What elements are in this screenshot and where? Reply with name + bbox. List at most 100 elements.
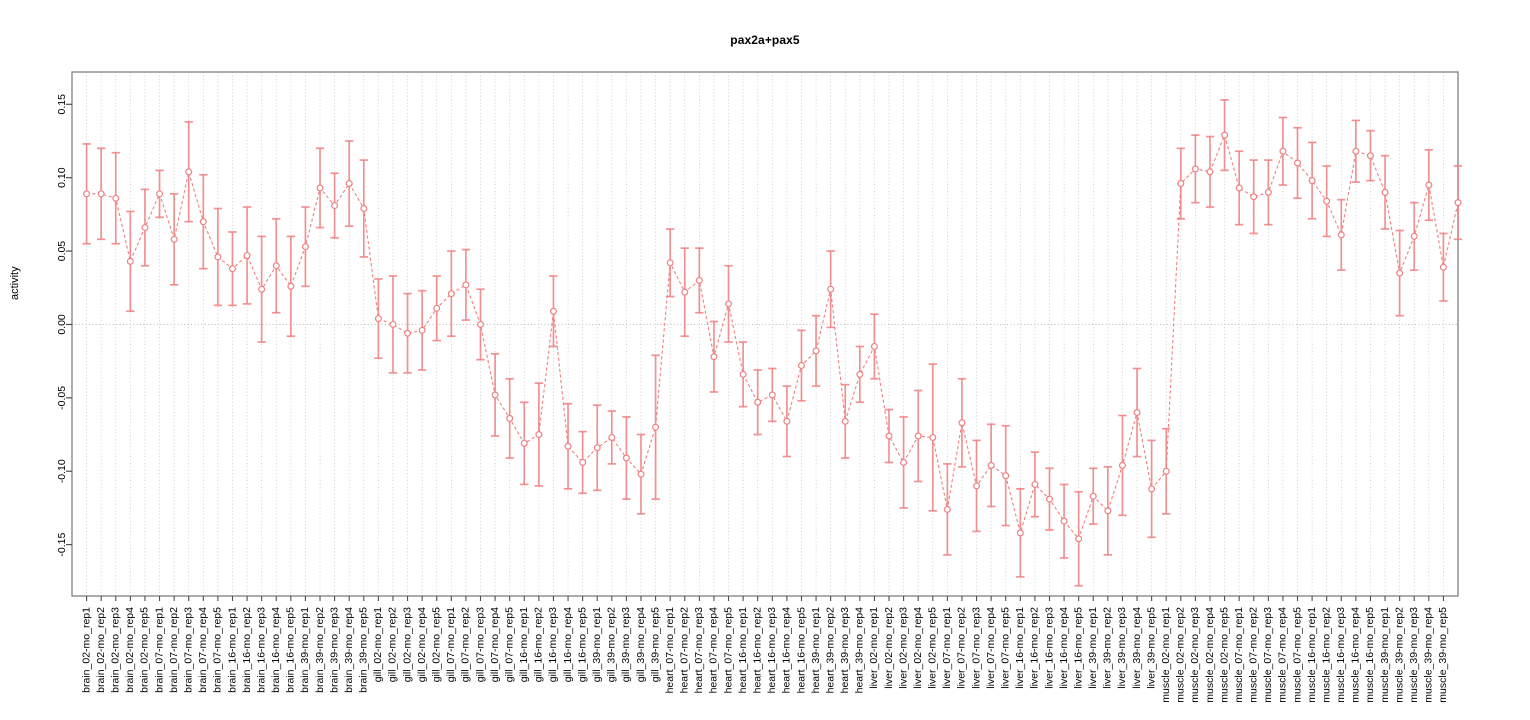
x-tick-label: gill_39-mo_rep4 — [635, 607, 647, 682]
error-bars — [82, 99, 1463, 587]
x-tick-label: liver_16-mo_rep2 — [1029, 607, 1041, 689]
x-tick-label: muscle_02-mo_rep3 — [1189, 607, 1201, 703]
svg-text:-0.05: -0.05 — [56, 386, 68, 410]
x-tick-label: heart_16-mo_rep3 — [766, 607, 778, 694]
x-tick-label: heart_07-mo_rep5 — [722, 607, 734, 694]
x-tick-label: muscle_16-mo_rep5 — [1364, 607, 1376, 703]
x-tick-label: gill_39-mo_rep3 — [620, 607, 632, 682]
x-tick-label: muscle_02-mo_rep4 — [1204, 607, 1216, 703]
x-tick-label: liver_39-mo_rep3 — [1116, 607, 1128, 689]
x-tick-label: brain_39-mo_rep1 — [299, 607, 311, 693]
x-tick-label: liver_02-mo_rep5 — [927, 607, 939, 689]
x-tick-label: gill_02-mo_rep4 — [416, 607, 428, 682]
x-tick-label: heart_16-mo_rep4 — [781, 607, 793, 694]
x-tick-label: gill_07-mo_rep2 — [460, 607, 472, 682]
x-tick-label: heart_39-mo_rep3 — [839, 607, 851, 694]
x-tick-label: muscle_02-mo_rep2 — [1175, 607, 1187, 703]
x-tick-label: gill_07-mo_rep4 — [489, 607, 501, 682]
x-tick-label: muscle_02-mo_rep5 — [1218, 607, 1230, 703]
x-tick-label: muscle_07-mo_rep1 — [1233, 607, 1245, 703]
x-tick-label: brain_02-mo_rep1 — [80, 607, 92, 693]
data-points — [83, 131, 1462, 543]
x-tick-label: gill_39-mo_rep1 — [591, 607, 603, 682]
x-tick-label: liver_07-mo_rep4 — [985, 607, 997, 689]
x-tick-label: liver_07-mo_rep1 — [941, 607, 953, 689]
x-tick-label: gill_16-mo_rep1 — [518, 607, 530, 682]
x-tick-label: liver_16-mo_rep1 — [1014, 607, 1026, 689]
x-tick-label: brain_07-mo_rep5 — [212, 607, 224, 693]
x-tick-label: gill_02-mo_rep1 — [372, 607, 384, 682]
x-tick-label: liver_39-mo_rep2 — [1102, 607, 1114, 689]
svg-text:0.05: 0.05 — [56, 241, 68, 262]
x-tick-label: gill_07-mo_rep1 — [445, 607, 457, 682]
x-tick-label: muscle_16-mo_rep2 — [1320, 607, 1332, 703]
x-tick-label: muscle_07-mo_rep3 — [1262, 607, 1274, 703]
x-tick-label: brain_07-mo_rep1 — [153, 607, 165, 693]
x-tick-label: heart_07-mo_rep3 — [693, 607, 705, 694]
x-tick-label: brain_39-mo_rep2 — [314, 607, 326, 693]
page-title: pax2a+pax5 — [730, 33, 800, 47]
x-tick-label: liver_39-mo_rep5 — [1145, 607, 1157, 689]
x-tick-label: muscle_07-mo_rep2 — [1248, 607, 1260, 703]
x-tick-label: heart_07-mo_rep2 — [679, 607, 691, 694]
svg-text:0.00: 0.00 — [56, 314, 68, 335]
x-axis — [86, 596, 1444, 601]
x-tick-label: brain_07-mo_rep4 — [197, 607, 209, 693]
x-tick-label: heart_39-mo_rep2 — [824, 607, 836, 694]
x-tick-label: heart_16-mo_rep1 — [737, 607, 749, 694]
x-tick-label: brain_16-mo_rep5 — [285, 607, 297, 693]
x-tick-label: liver_16-mo_rep4 — [1058, 607, 1070, 689]
x-tick-label: brain_39-mo_rep4 — [343, 607, 355, 693]
x-tick-label: brain_02-mo_rep3 — [110, 607, 122, 693]
x-tick-label: gill_16-mo_rep3 — [547, 607, 559, 682]
x-axis-tick-labels: brain_02-mo_rep1 brain_02-mo_rep2 brain_02… — [80, 607, 1449, 703]
x-tick-label: heart_07-mo_rep1 — [664, 607, 676, 694]
svg-text:-0.10: -0.10 — [56, 459, 68, 483]
x-tick-label: brain_39-mo_rep5 — [358, 607, 370, 693]
x-tick-label: liver_16-mo_rep5 — [1072, 607, 1084, 689]
svg-text:0.10: 0.10 — [56, 167, 68, 188]
x-tick-label: brain_16-mo_rep4 — [270, 607, 282, 693]
x-tick-label: heart_07-mo_rep4 — [708, 607, 720, 694]
x-tick-label: gill_02-mo_rep3 — [401, 607, 413, 682]
x-tick-label: muscle_16-mo_rep4 — [1350, 607, 1362, 703]
x-tick-label: muscle_02-mo_rep1 — [1160, 607, 1172, 703]
x-tick-label: liver_02-mo_rep2 — [883, 607, 895, 689]
x-tick-label: heart_39-mo_rep1 — [810, 607, 822, 694]
x-tick-label: gill_02-mo_rep5 — [431, 607, 443, 682]
x-tick-label: heart_16-mo_rep2 — [751, 607, 763, 694]
x-tick-label: liver_16-mo_rep3 — [1043, 607, 1055, 689]
x-tick-label: brain_02-mo_rep5 — [139, 607, 151, 693]
x-tick-label: heart_16-mo_rep5 — [795, 607, 807, 694]
plot-frame — [71, 71, 1459, 597]
x-tick-label: liver_07-mo_rep2 — [956, 607, 968, 689]
x-tick-label: brain_16-mo_rep2 — [241, 607, 253, 693]
x-tick-label: brain_16-mo_rep1 — [226, 607, 238, 693]
x-tick-label: muscle_39-mo_rep2 — [1393, 607, 1405, 703]
x-tick-label: liver_02-mo_rep4 — [912, 607, 924, 689]
x-tick-label: muscle_39-mo_rep5 — [1437, 607, 1449, 703]
x-tick-label: liver_39-mo_rep1 — [1087, 607, 1099, 689]
x-tick-label: muscle_07-mo_rep4 — [1277, 607, 1289, 703]
y-axis: 0.15 0.10 0.05 0.00 -0.05 -0.10 -0.15 — [56, 94, 72, 557]
svg-text:0.15: 0.15 — [56, 94, 68, 115]
x-tick-label: brain_02-mo_rep4 — [124, 607, 136, 693]
x-tick-label: muscle_07-mo_rep5 — [1291, 607, 1303, 703]
x-tick-label: gill_16-mo_rep2 — [533, 607, 545, 682]
x-tick-label: muscle_39-mo_rep4 — [1423, 607, 1435, 703]
x-tick-label: liver_39-mo_rep4 — [1131, 607, 1143, 689]
x-tick-label: muscle_39-mo_rep1 — [1379, 607, 1391, 703]
x-tick-label: gill_07-mo_rep5 — [503, 607, 515, 682]
x-tick-label: liver_02-mo_rep1 — [868, 607, 880, 689]
svg-text:-0.15: -0.15 — [56, 533, 68, 557]
x-tick-label: brain_07-mo_rep3 — [182, 607, 194, 693]
x-tick-label: brain_16-mo_rep3 — [255, 607, 267, 693]
x-tick-label: brain_39-mo_rep3 — [328, 607, 340, 693]
x-tick-label: liver_07-mo_rep3 — [970, 607, 982, 689]
x-tick-label: gill_39-mo_rep5 — [649, 607, 661, 682]
x-tick-label: muscle_16-mo_rep1 — [1306, 607, 1318, 703]
x-tick-label: heart_39-mo_rep4 — [854, 607, 866, 694]
x-tick-label: brain_07-mo_rep2 — [168, 607, 180, 693]
